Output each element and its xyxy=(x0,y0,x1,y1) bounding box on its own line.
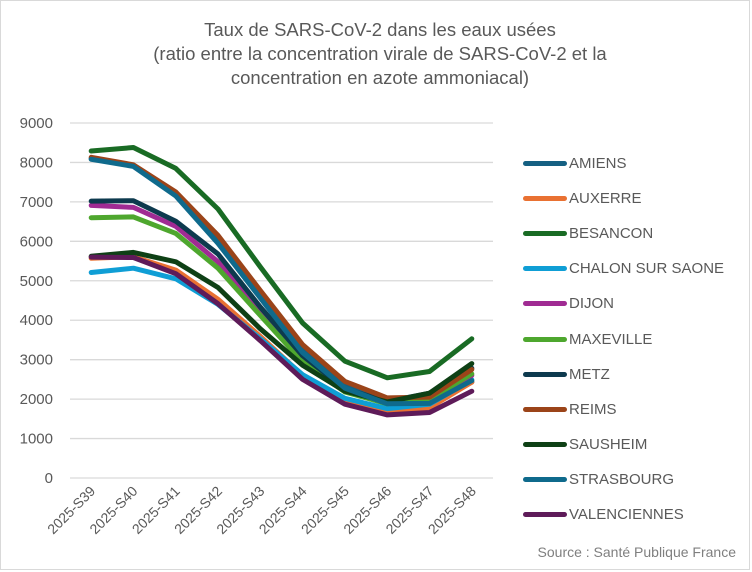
x-axis-ticks: 2025-S392025-S402025-S412025-S422025-S43… xyxy=(44,483,479,537)
legend-label: SAUSHEIM xyxy=(569,435,648,453)
y-tick-label: 8000 xyxy=(20,154,53,171)
legend-swatch xyxy=(523,406,567,412)
y-tick-label: 4000 xyxy=(20,312,53,329)
legend-swatch xyxy=(523,336,567,342)
series-lines xyxy=(88,145,475,418)
legend-swatch xyxy=(523,161,567,167)
series-line-valenciennes xyxy=(88,254,475,418)
legend-label: DIJON xyxy=(569,295,614,313)
legend-item-strasbourg: STRASBOURG xyxy=(523,462,724,497)
legend-label: VALENCIENNES xyxy=(569,505,684,523)
legend-swatch xyxy=(523,301,567,307)
legend-item-maxeville: MAXEVILLE xyxy=(523,321,724,356)
y-tick-label: 5000 xyxy=(20,273,53,290)
chart-title: Taux de SARS-CoV-2 dans les eaux usées xyxy=(204,19,556,40)
y-tick-label: 0 xyxy=(45,470,53,487)
legend-swatch xyxy=(523,441,567,447)
legend-swatch xyxy=(523,511,567,517)
y-axis-ticks: 0 1000 2000 3000 4000 5000 6000 7000 8000 9000 xyxy=(20,115,53,487)
chart-subtitle-line-1: (ratio entre la concentration virale de … xyxy=(153,43,607,64)
legend-label: MAXEVILLE xyxy=(569,330,653,348)
legend-label: BESANCON xyxy=(569,225,654,243)
legend-swatch xyxy=(523,476,567,482)
y-tick-label: 9000 xyxy=(20,115,53,132)
legend-item-valenciennes: VALENCIENNES xyxy=(523,497,724,532)
legend-swatch xyxy=(523,196,567,202)
y-tick-label: 2000 xyxy=(20,391,53,408)
chart-subtitle-line-2: concentration en azote ammoniacal) xyxy=(230,67,530,88)
legend-swatch xyxy=(523,371,567,377)
legend-item-metz: METZ xyxy=(523,357,724,392)
legend-item-besancon: BESANCON xyxy=(523,216,724,251)
legend-label: REIMS xyxy=(569,400,617,418)
legend-item-amiens: AMIENS xyxy=(523,146,724,181)
source-note: Source : Santé Publique France xyxy=(537,544,736,560)
legend-item-sausheim: SAUSHEIM xyxy=(523,427,724,462)
series-line-besancon xyxy=(88,145,475,381)
legend-label: CHALON SUR SAONE xyxy=(569,260,725,278)
legend: AMIENS AUXERRE BESANCON CHALON SUR SAONE DIJ… xyxy=(523,146,724,532)
legend-label: METZ xyxy=(569,365,610,383)
legend-label: STRASBOURG xyxy=(569,470,675,488)
y-tick-label: 6000 xyxy=(20,233,53,250)
legend-swatch xyxy=(523,266,567,272)
series-line-sausheim xyxy=(88,249,475,405)
legend-item-chalon-sur-saone: CHALON SUR SAONE xyxy=(523,251,724,286)
y-tick-label: 3000 xyxy=(20,352,53,369)
gridlines xyxy=(70,122,493,479)
legend-label: AUXERRE xyxy=(569,190,642,208)
series-line-strasbourg xyxy=(88,156,475,407)
chart-title-block: Taux de SARS-CoV-2 dans les eaux usées (… xyxy=(100,18,660,90)
legend-label: AMIENS xyxy=(569,155,627,173)
legend-item-dijon: DIJON xyxy=(523,286,724,321)
legend-swatch xyxy=(523,231,567,237)
legend-item-auxerre: AUXERRE xyxy=(523,181,724,216)
y-tick-label: 1000 xyxy=(20,431,53,448)
y-tick-label: 7000 xyxy=(20,194,53,211)
legend-item-reims: REIMS xyxy=(523,392,724,427)
